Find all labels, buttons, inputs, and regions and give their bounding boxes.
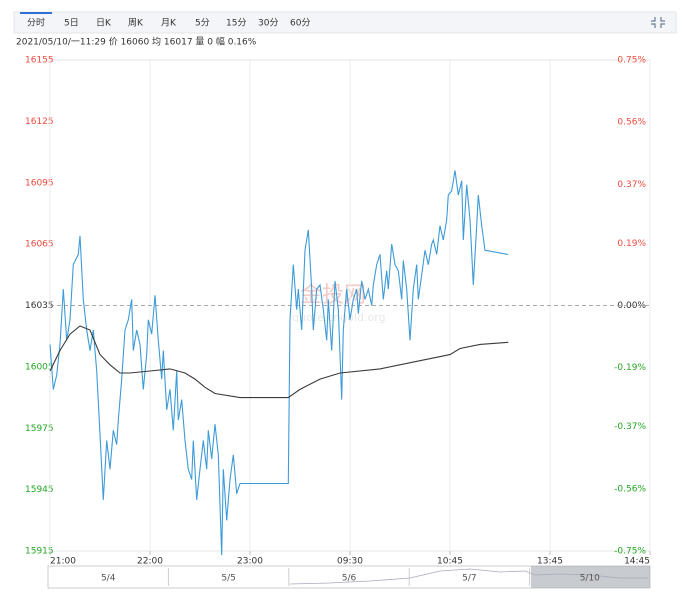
y-tick-label: 16035 xyxy=(25,301,54,311)
x-tick-label: 13:45 xyxy=(537,557,563,567)
info-line: 2021/05/10/一11:29 价 16060 均 16017 量 0 幅 … xyxy=(16,36,257,48)
x-tick-label: 23:00 xyxy=(237,557,263,567)
tab[interactable]: 日K xyxy=(96,18,112,29)
y-tick-label: 15975 xyxy=(25,424,54,434)
y2-tick-label: 0.37% xyxy=(617,180,646,190)
tab[interactable]: 5日 xyxy=(64,18,79,29)
fullscreen-icon[interactable] xyxy=(651,17,665,28)
navigator-selection[interactable] xyxy=(531,566,650,588)
navigator-date: 5/6 xyxy=(342,574,357,584)
tab-bar: 分时 5日 日K 周K 月K 5分 15分 30分 60分 xyxy=(27,17,310,29)
navigator-date: 5/4 xyxy=(101,574,116,584)
y-tick-label: 16095 xyxy=(25,178,54,188)
tab[interactable]: 周K xyxy=(128,18,144,29)
tab[interactable]: 月K xyxy=(161,18,177,29)
tab[interactable]: 15分 xyxy=(226,18,246,29)
navigator-date: 5/7 xyxy=(462,574,476,584)
tab[interactable]: 分时 xyxy=(27,17,45,29)
toolbar xyxy=(13,11,677,34)
navigator-line xyxy=(289,568,648,585)
y2-tick-label: -0.19% xyxy=(614,363,646,373)
x-tick-label: 10:45 xyxy=(437,557,463,567)
y2-tick-label: 0.75% xyxy=(617,56,646,66)
y-tick-label: 15945 xyxy=(25,485,54,495)
y-tick-label: 16125 xyxy=(25,117,54,127)
tab[interactable]: 30分 xyxy=(258,18,278,29)
y2-tick-label: 0.56% xyxy=(617,118,646,128)
x-tick-label: 14:45 xyxy=(624,557,650,567)
x-tick-label: 21:00 xyxy=(50,557,76,567)
y2-tick-label: 0.19% xyxy=(617,239,646,249)
navigator: 5/4 5/5 5/6 5/7 5/10 xyxy=(47,565,651,589)
navigator-date: 5/5 xyxy=(221,574,235,584)
y-tick-label: 16065 xyxy=(25,240,54,250)
y2-tick-label: -0.37% xyxy=(614,422,646,432)
tab[interactable]: 5分 xyxy=(195,18,210,29)
price-line xyxy=(49,325,509,399)
price-line xyxy=(49,170,509,556)
y2-tick-label: -0.56% xyxy=(614,484,646,494)
y-tick-label: 15915 xyxy=(25,547,54,557)
x-tick-label: 22:00 xyxy=(137,557,163,567)
y-tick-label: 16155 xyxy=(25,56,54,66)
tab[interactable]: 60分 xyxy=(290,18,310,29)
y2-tick-label: -0.75% xyxy=(614,547,646,557)
y-tick-label: 16005 xyxy=(25,362,54,372)
navigator-date: 5/10 xyxy=(580,574,600,584)
watermark-logo: 金投网 xyxy=(300,283,366,308)
x-tick-label: 09:30 xyxy=(337,557,363,567)
